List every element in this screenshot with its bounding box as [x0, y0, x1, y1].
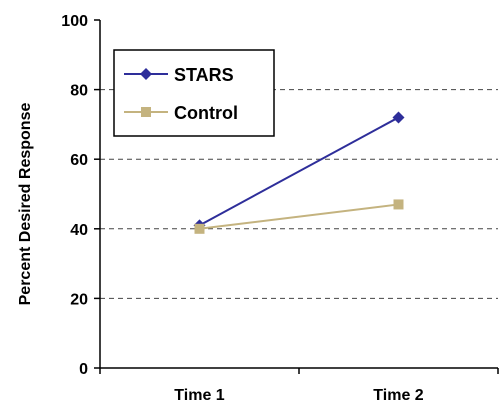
- data-point-stars: [392, 111, 405, 124]
- data-point-control: [194, 223, 205, 234]
- y-tick-label: 60: [70, 152, 88, 169]
- y-tick-label: 0: [79, 361, 88, 378]
- y-axis-title: Percent Desired Response: [17, 103, 34, 306]
- series-line-stars: [199, 116, 399, 227]
- x-tick-label: Time 2: [373, 387, 424, 404]
- y-tick-label: 20: [70, 291, 88, 308]
- x-ticks: Time 1 Time 2: [99, 368, 499, 404]
- legend: STARS Control: [113, 49, 275, 137]
- y-tick-label: 40: [70, 222, 88, 239]
- y-tick-label: 80: [70, 83, 88, 100]
- series-line-control: [199, 203, 399, 230]
- y-ticks: 0 20 40 60 80 100: [61, 13, 100, 378]
- x-tick-label: Time 1: [174, 387, 225, 404]
- legend-marker-stars: [140, 68, 152, 80]
- series-control: [194, 199, 404, 234]
- legend-label-stars: STARS: [174, 65, 234, 85]
- legend-box: [113, 49, 275, 137]
- y-tick-label: 100: [61, 13, 88, 30]
- legend-marker-control: [141, 107, 151, 117]
- series: [193, 111, 405, 234]
- data-point-control: [393, 199, 404, 210]
- legend-label-control: Control: [174, 103, 238, 123]
